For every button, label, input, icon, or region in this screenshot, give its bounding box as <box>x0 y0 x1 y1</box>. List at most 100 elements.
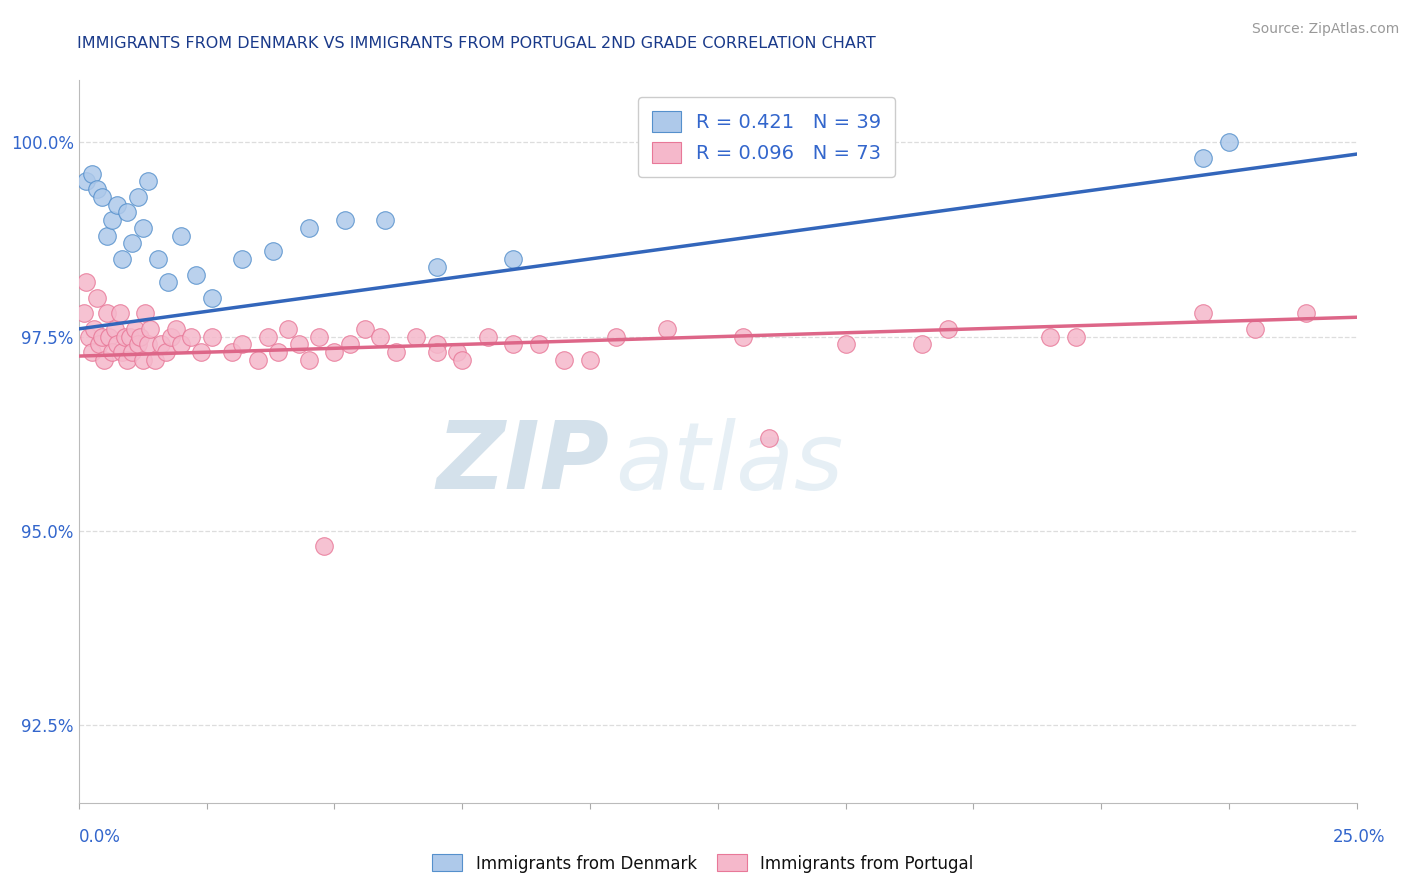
Point <box>155 345 177 359</box>
Point <box>314 540 336 554</box>
Point <box>83 322 105 336</box>
Point <box>246 353 269 368</box>
Point <box>170 337 193 351</box>
Point <box>146 252 169 266</box>
Point <box>374 213 396 227</box>
Point <box>117 353 139 368</box>
Point <box>605 329 627 343</box>
Point <box>231 252 253 266</box>
Point <box>477 329 499 343</box>
Point <box>108 306 131 320</box>
Point <box>127 337 149 351</box>
Point <box>124 322 146 336</box>
Point <box>1064 329 1087 343</box>
Legend: R = 0.421   N = 39, R = 0.096   N = 73: R = 0.421 N = 39, R = 0.096 N = 73 <box>638 97 896 177</box>
Text: atlas: atlas <box>616 417 844 508</box>
Point <box>114 329 136 343</box>
Point <box>180 329 202 343</box>
Point <box>405 329 427 343</box>
Point <box>308 329 330 343</box>
Point <box>579 353 602 368</box>
Point <box>502 337 524 351</box>
Point <box>911 337 934 351</box>
Point <box>231 337 253 351</box>
Text: ZIP: ZIP <box>436 417 609 509</box>
Point <box>553 353 575 368</box>
Point <box>257 329 280 343</box>
Point <box>426 260 449 274</box>
Point <box>117 205 139 219</box>
Point <box>90 329 112 343</box>
Text: Source: ZipAtlas.com: Source: ZipAtlas.com <box>1251 22 1399 37</box>
Point <box>758 431 780 445</box>
Point <box>201 329 224 343</box>
Point <box>201 291 224 305</box>
Point <box>527 337 550 351</box>
Point <box>75 275 97 289</box>
Point <box>1192 151 1215 165</box>
Point <box>1218 136 1240 150</box>
Point <box>159 329 181 343</box>
Point <box>426 345 449 359</box>
Point <box>118 329 141 343</box>
Point <box>111 345 134 359</box>
Point <box>96 306 118 320</box>
Point <box>936 322 959 336</box>
Point <box>190 345 212 359</box>
Point <box>103 322 125 336</box>
Point <box>426 337 449 351</box>
Point <box>446 345 468 359</box>
Point <box>89 337 111 351</box>
Point <box>170 228 193 243</box>
Point <box>101 213 124 227</box>
Point <box>80 167 103 181</box>
Point <box>267 345 290 359</box>
Point <box>262 244 284 259</box>
Point <box>157 275 180 289</box>
Point <box>221 345 243 359</box>
Point <box>80 345 103 359</box>
Point <box>370 329 392 343</box>
Point <box>384 345 406 359</box>
Point <box>90 190 112 204</box>
Point <box>101 345 124 359</box>
Text: 0.0%: 0.0% <box>79 828 121 846</box>
Point <box>86 182 108 196</box>
Point <box>139 322 162 336</box>
Point <box>111 252 134 266</box>
Point <box>134 306 156 320</box>
Legend: Immigrants from Denmark, Immigrants from Portugal: Immigrants from Denmark, Immigrants from… <box>426 847 980 880</box>
Point <box>354 322 377 336</box>
Text: 25.0%: 25.0% <box>1333 828 1385 846</box>
Point <box>502 252 524 266</box>
Point <box>105 197 128 211</box>
Point <box>77 329 100 343</box>
Point <box>136 174 159 188</box>
Point <box>333 213 356 227</box>
Point <box>733 329 755 343</box>
Point <box>98 329 121 343</box>
Point <box>1039 329 1062 343</box>
Point <box>145 353 167 368</box>
Point <box>1295 306 1317 320</box>
Point <box>451 353 474 368</box>
Point <box>1192 306 1215 320</box>
Point <box>655 322 678 336</box>
Point <box>834 337 856 351</box>
Point <box>323 345 346 359</box>
Point <box>86 291 108 305</box>
Point <box>121 236 143 251</box>
Point <box>127 190 149 204</box>
Point <box>298 220 321 235</box>
Point <box>73 306 96 320</box>
Point <box>1243 322 1265 336</box>
Point <box>93 353 115 368</box>
Point <box>149 337 172 351</box>
Point <box>298 353 321 368</box>
Point <box>121 345 143 359</box>
Text: IMMIGRANTS FROM DENMARK VS IMMIGRANTS FROM PORTUGAL 2ND GRADE CORRELATION CHART: IMMIGRANTS FROM DENMARK VS IMMIGRANTS FR… <box>77 36 876 51</box>
Point <box>96 228 118 243</box>
Point <box>136 337 159 351</box>
Point <box>75 174 97 188</box>
Point <box>287 337 309 351</box>
